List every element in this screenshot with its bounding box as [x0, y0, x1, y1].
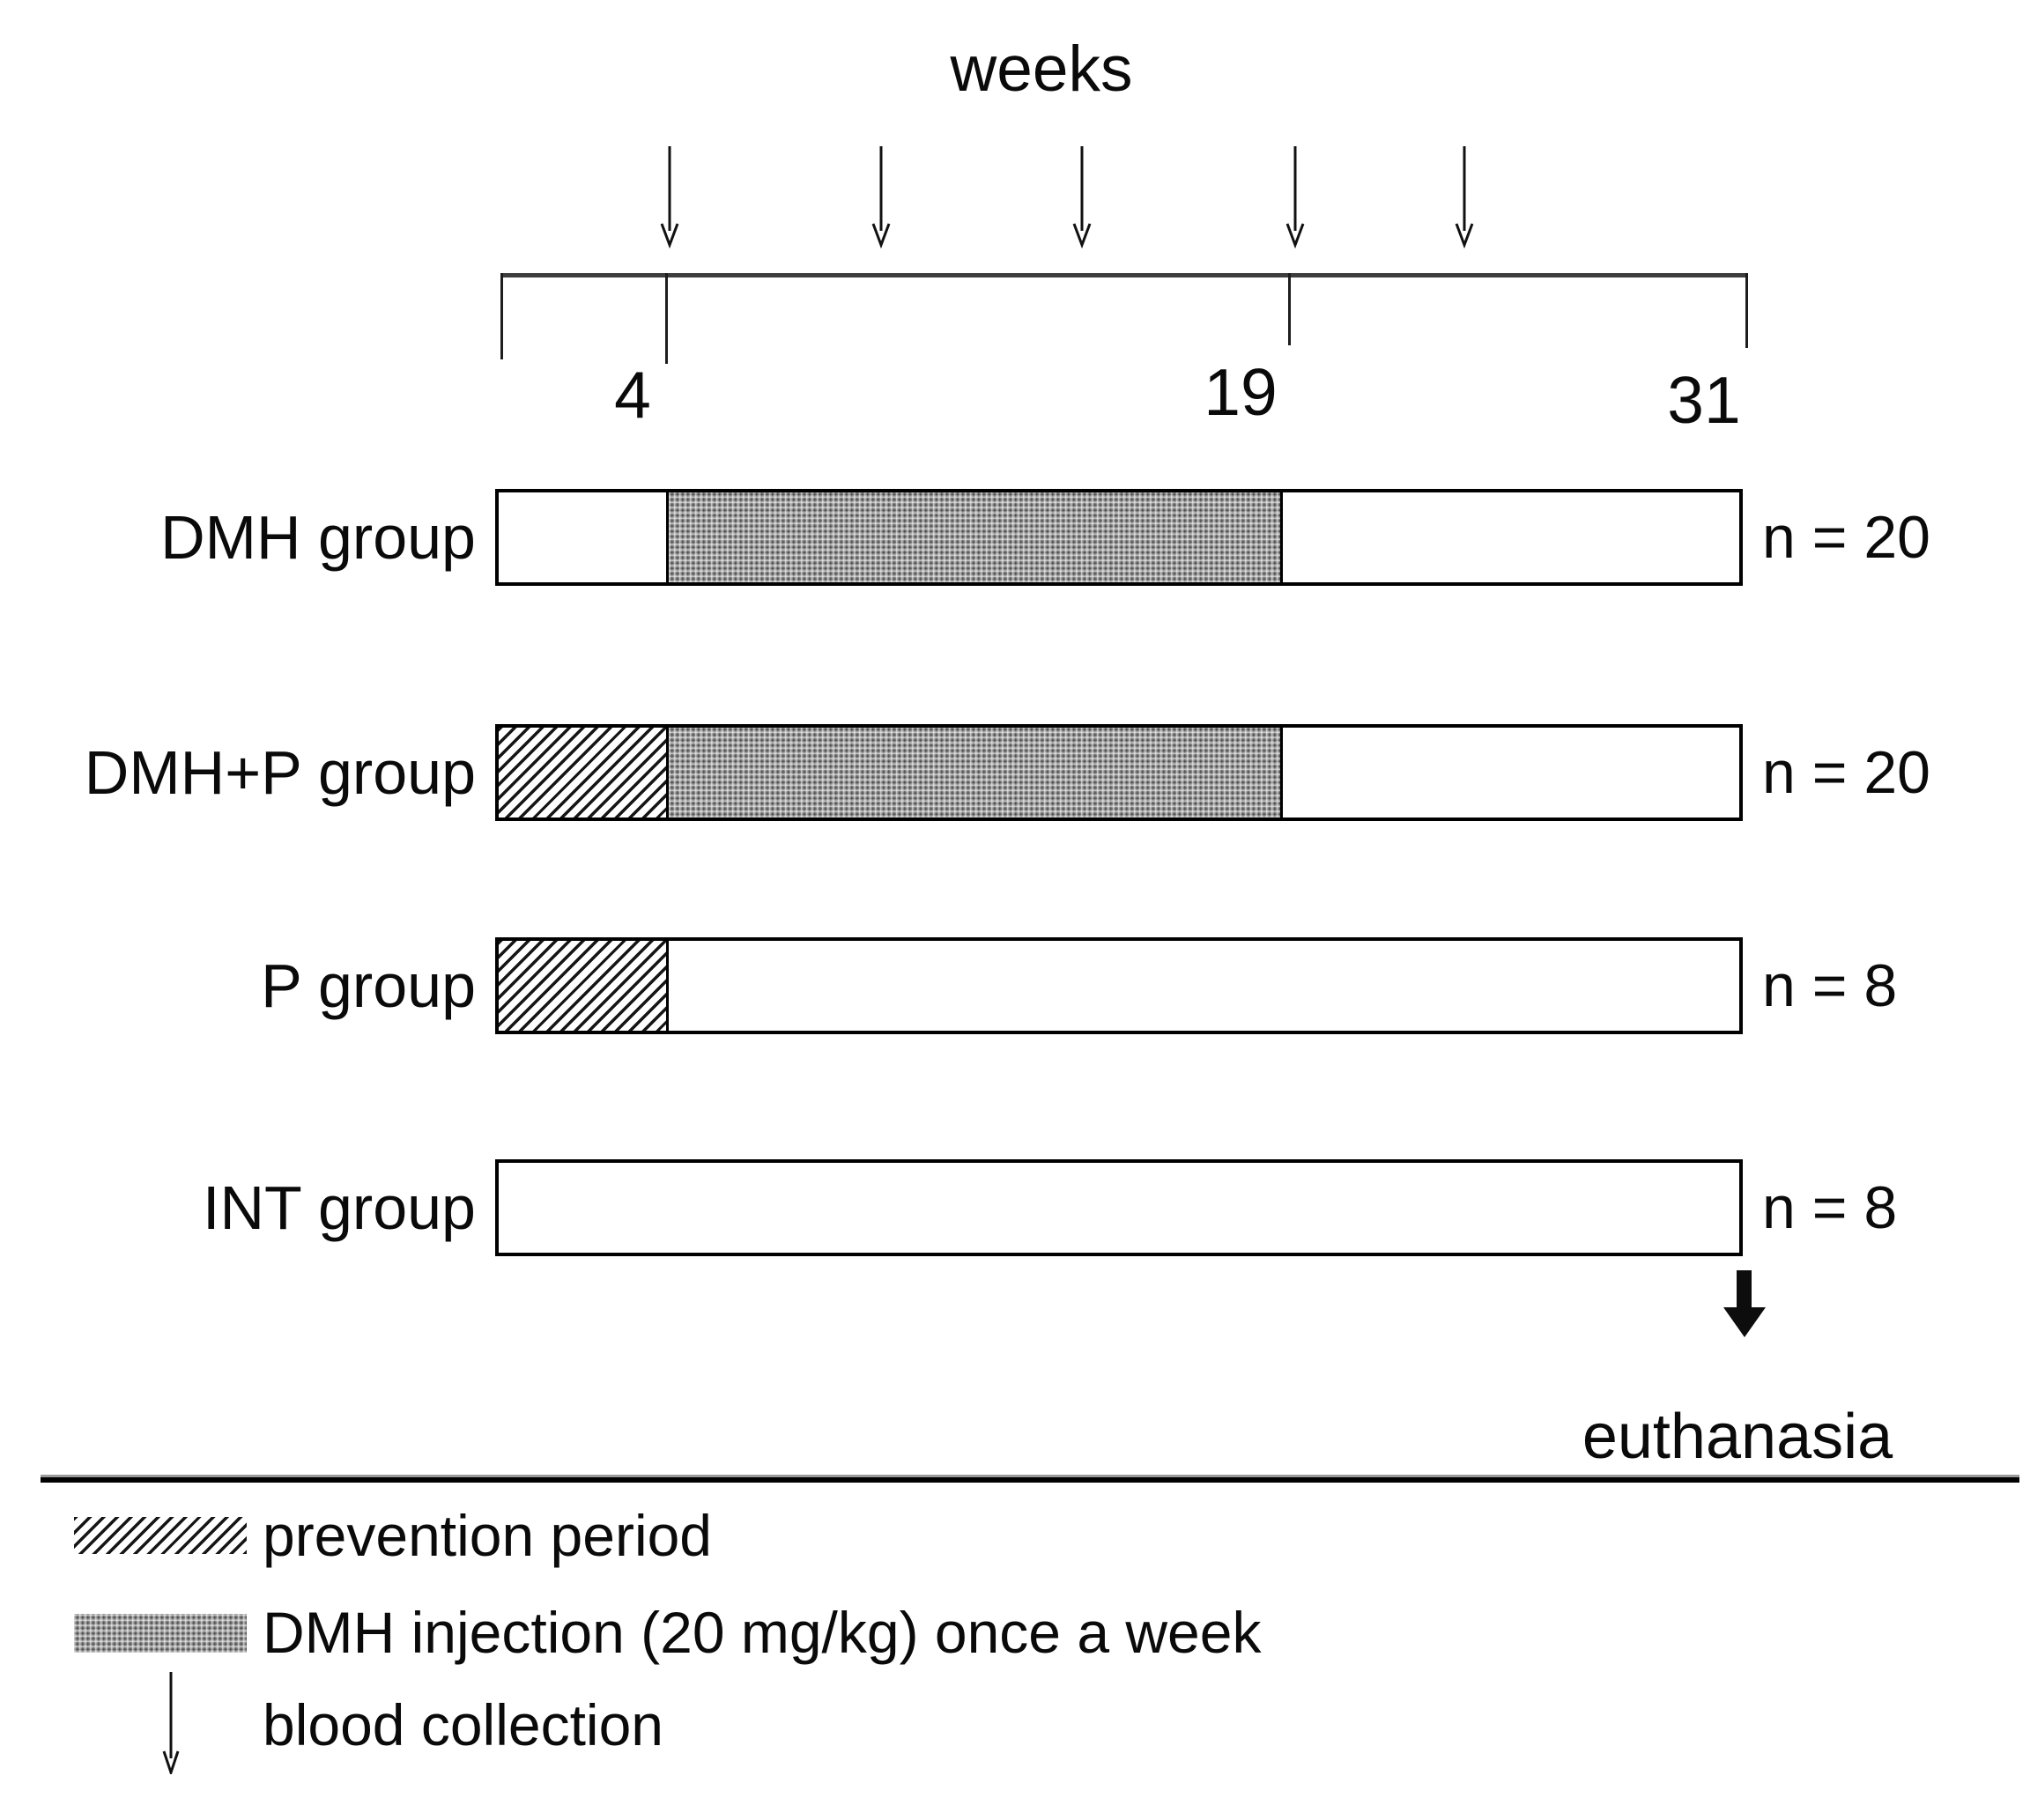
group-label-dmh-p: DMH+P group	[84, 738, 476, 807]
axis-tick-week19	[1288, 273, 1291, 345]
segment-plain	[1283, 728, 1739, 818]
segment-plain	[1283, 492, 1739, 582]
sample-size-label-dmh: n = 20	[1762, 504, 1930, 571]
euthanasia-arrowhead-icon	[1723, 1307, 1766, 1337]
separator-rule	[41, 1475, 2019, 1483]
blood-collection-arrow-icon	[660, 146, 679, 248]
blood-collection-arrow-icon	[1072, 146, 1092, 248]
euthanasia-label: euthanasia	[1582, 1402, 1893, 1472]
axis-tick-label-week4: 4	[614, 358, 651, 432]
group-label-dmh: DMH group	[160, 503, 476, 572]
group-label-p: P group	[261, 951, 476, 1020]
segment-prevention	[499, 728, 669, 818]
segment-prevention	[499, 941, 669, 1031]
sample-size-label-dmh-p: n = 20	[1762, 739, 1930, 806]
axis-tick-start	[500, 273, 503, 359]
euthanasia-arrow-icon	[1737, 1270, 1752, 1309]
axis-tick-week4	[665, 273, 668, 364]
legend-label-blood-collection: blood collection	[263, 1692, 663, 1757]
axis-title: weeks	[950, 33, 1133, 105]
group-bar-int	[495, 1159, 1743, 1256]
group-bar-dmh-p	[495, 724, 1743, 821]
axis-tick-label-week31: 31	[1667, 363, 1741, 437]
legend-swatch-prevention	[74, 1517, 247, 1554]
blood-collection-arrow-icon	[871, 146, 891, 248]
blood-collection-arrow-icon	[1285, 146, 1305, 248]
segment-dmh-injection	[669, 492, 1283, 582]
blood-collection-arrow-icon	[1455, 146, 1474, 248]
group-bar-dmh	[495, 489, 1743, 586]
group-bar-p	[495, 937, 1743, 1034]
legend-label-dmh-injection: DMH injection (20 mg/kg) once a week	[263, 1600, 1262, 1665]
timeline-axis	[500, 273, 1748, 277]
group-label-int: INT group	[203, 1173, 476, 1242]
sample-size-label-int: n = 8	[1762, 1174, 1898, 1241]
legend-swatch-dmh-injection	[74, 1614, 247, 1653]
segment-dmh-injection	[669, 728, 1283, 818]
legend-label-prevention: prevention period	[263, 1503, 713, 1568]
sample-size-label-p: n = 8	[1762, 952, 1898, 1019]
axis-tick-label-week19: 19	[1204, 355, 1278, 429]
segment-plain	[499, 492, 669, 582]
axis-tick-week31	[1745, 273, 1748, 348]
legend-blood-collection-arrow-icon	[162, 1672, 180, 1774]
